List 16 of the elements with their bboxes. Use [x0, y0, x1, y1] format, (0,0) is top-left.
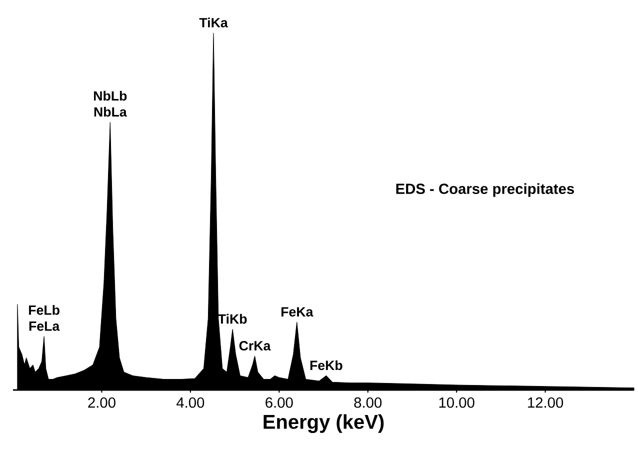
annotation: FeLa — [29, 322, 60, 331]
annotation: EDS - Coarse precipitates — [396, 183, 574, 197]
x-tick-label: 12.00 — [528, 397, 564, 408]
x-axis-title: Energy (keV) — [264, 414, 384, 433]
annotation: FeKa — [281, 307, 314, 317]
annotation: NbLa — [94, 106, 127, 117]
annotation: TiKa — [199, 18, 228, 28]
annotation: FeLb — [29, 305, 60, 315]
annotation: FeKb — [310, 360, 342, 370]
x-tick-label: 10.00 — [439, 397, 474, 408]
annotation: CrKa — [239, 341, 271, 350]
x-tick-label: 8.00 — [354, 397, 382, 408]
annotation: NbLb — [94, 90, 127, 101]
x-tick-label: 4.00 — [176, 397, 204, 408]
x-tick-label: 6.00 — [266, 397, 293, 408]
x-tick-label: 2.00 — [88, 397, 116, 408]
